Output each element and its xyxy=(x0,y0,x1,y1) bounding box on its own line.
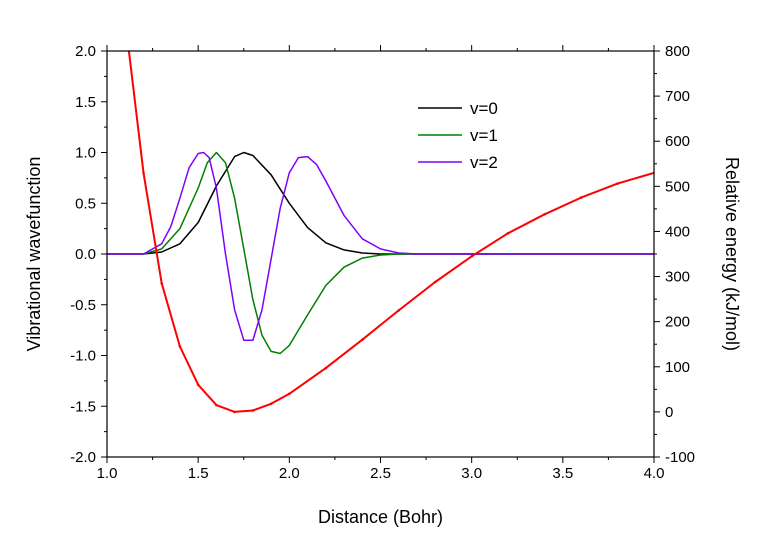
legend-label: v=2 xyxy=(470,153,498,172)
y-left-tick-label: -2.0 xyxy=(70,449,96,466)
y-right-tick-label: 700 xyxy=(665,88,690,105)
curves-layer xyxy=(107,51,654,414)
x-tick-label: 1.5 xyxy=(188,465,209,482)
series-line-v1 xyxy=(107,151,654,355)
x-tick-label: 2.5 xyxy=(370,465,391,482)
x-tick-label: 3.0 xyxy=(461,465,482,482)
energy-point xyxy=(397,309,401,312)
x-tick-label: 4.0 xyxy=(644,465,665,482)
legend-label: v=0 xyxy=(470,99,498,118)
x-tick-label: 3.5 xyxy=(552,465,573,482)
energy-point xyxy=(506,231,510,235)
x-tick-label: 2.0 xyxy=(279,465,300,482)
y-left-tick-label: 0.0 xyxy=(75,246,96,263)
x-tick-label: 1.0 xyxy=(97,465,118,482)
y-axis-right-title: Relative energy (kJ/mol) xyxy=(722,157,742,351)
energy-point xyxy=(543,213,546,216)
ticks-layer: 1.0 1.5 2.0 2.5 3.0 3.5 4.0 -2.0 -1.5 -1.0 -0.5 0.0… xyxy=(70,43,695,482)
energy-point xyxy=(196,383,200,387)
y-right-tick-label: 300 xyxy=(665,269,690,286)
energy-point xyxy=(142,171,145,175)
energy-point xyxy=(251,409,255,412)
y-left-tick-label: 2.0 xyxy=(75,43,96,60)
energy-point xyxy=(361,338,364,342)
series-line-v2 xyxy=(107,151,654,342)
y-left-tick-label: -1.5 xyxy=(70,398,96,415)
y-right-tick-label: 400 xyxy=(665,223,690,240)
energy-point xyxy=(215,403,218,407)
energy-point xyxy=(269,402,273,406)
energy-point xyxy=(160,282,163,285)
y-left-tick-label: 1.0 xyxy=(75,145,96,162)
y-left-tick-label: -0.5 xyxy=(70,297,96,314)
energy-point xyxy=(178,345,182,348)
y-right-tick-label: 500 xyxy=(665,178,690,195)
energy-point xyxy=(433,280,437,284)
energy-point xyxy=(324,366,328,370)
y-right-tick-label: 600 xyxy=(665,133,690,150)
y-right-tick-label: -100 xyxy=(665,449,695,466)
y-left-tick-label: 0.5 xyxy=(75,195,96,212)
energy-point xyxy=(579,196,583,199)
y-left-tick-label: 1.5 xyxy=(75,94,96,111)
y-left-tick-label: -1.0 xyxy=(70,348,96,365)
y-right-tick-label: 0 xyxy=(665,404,673,421)
legend: v=0 v=1 v=2 xyxy=(418,99,498,172)
energy-point xyxy=(470,254,474,258)
energy-point xyxy=(616,182,619,185)
series-line-energy xyxy=(127,51,654,413)
y-right-tick-label: 800 xyxy=(665,43,690,60)
y-right-tick-label: 200 xyxy=(665,314,690,331)
energy-point xyxy=(288,392,291,396)
y-right-tick-label: 100 xyxy=(665,359,690,376)
x-axis-title: Distance (Bohr) xyxy=(318,507,443,527)
legend-label: v=1 xyxy=(470,126,498,145)
energy-point xyxy=(233,410,236,414)
y-axis-left-title: Vibrational wavefunction xyxy=(24,157,44,352)
